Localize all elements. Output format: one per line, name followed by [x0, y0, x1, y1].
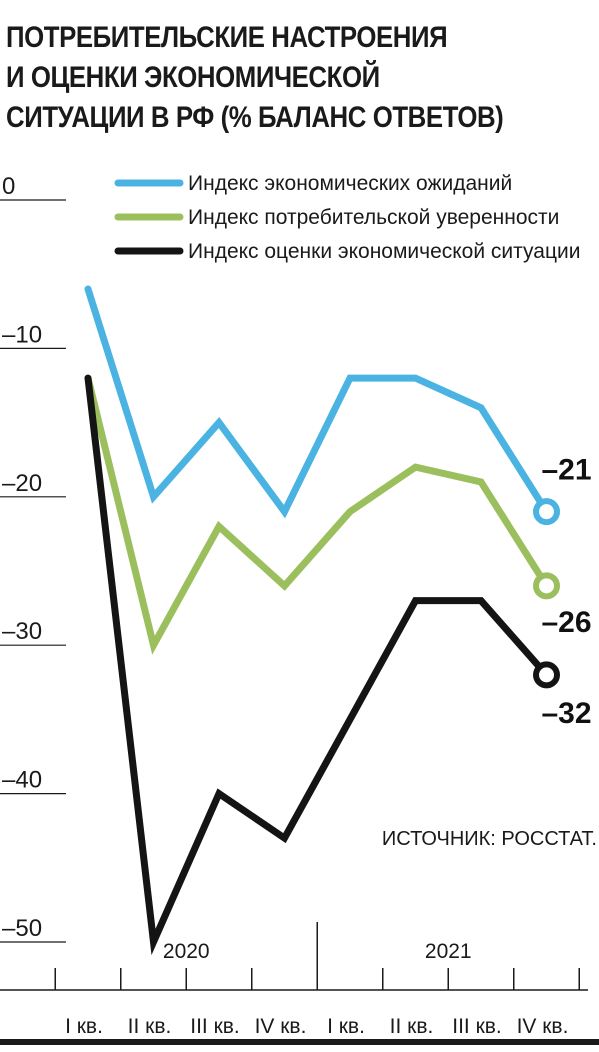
series-layer: –21 –26 –32: [84, 285, 592, 956]
source-note: ИСТОЧНИК: РОССТАТ.: [382, 828, 597, 850]
end-marker: [533, 661, 560, 689]
x-tick-label: III кв.: [190, 1015, 240, 1038]
title-line-2: И ОЦЕНКИ ЭКОНОМИЧЕСКОЙ: [6, 61, 380, 94]
end-value-label: –21: [541, 454, 591, 487]
series-line: [84, 374, 550, 956]
title-line-3: СИТУАЦИИ В РФ (% БАЛАНС ОТВЕТОВ): [6, 101, 504, 134]
x-tick-label: III кв.: [452, 1015, 502, 1038]
end-value-label: –32: [541, 697, 591, 730]
y-tick-label: –10: [2, 321, 42, 348]
end-marker: [533, 572, 560, 600]
x-tick-label: I кв.: [327, 1015, 365, 1038]
year-label: 2021: [425, 940, 472, 963]
x-axis: I кв. II кв. III кв. IV кв. I кв. II кв. III к…: [0, 922, 588, 1038]
series-line: [84, 374, 550, 655]
x-tick-label: II кв.: [390, 1015, 434, 1038]
y-axis: 0 –10 –20 –30 –40 –50: [0, 173, 66, 943]
end-marker: [533, 498, 560, 526]
x-tick-label: IV кв.: [517, 1015, 569, 1038]
legend: Индекс экономических ожиданий Индекс потр…: [114, 172, 580, 263]
end-value-label: –26: [541, 606, 591, 639]
y-tick-label: 0: [2, 173, 15, 200]
title-line-1: ПОТРЕБИТЕЛЬСКИЕ НАСТРОЕНИЯ: [6, 21, 448, 54]
y-tick-label: –40: [2, 767, 42, 794]
chart-title: ПОТРЕБИТЕЛЬСКИЕ НАСТРОЕНИЯ И ОЦЕНКИ ЭКОН…: [6, 18, 513, 138]
legend-label: Индекс потребительской уверенности: [188, 206, 559, 229]
legend-label: Индекс экономических ожиданий: [188, 172, 512, 195]
series-line: [84, 285, 550, 519]
legend-label: Индекс оценки экономической ситуации: [188, 240, 580, 263]
year-label: 2020: [163, 940, 210, 963]
x-tick-label: I кв.: [65, 1015, 103, 1038]
x-tick-label: IV кв.: [255, 1015, 307, 1038]
y-tick-label: –20: [2, 470, 42, 497]
x-tick-label: II кв.: [128, 1015, 172, 1038]
y-tick-label: –50: [2, 915, 42, 942]
y-tick-label: –30: [2, 618, 42, 645]
